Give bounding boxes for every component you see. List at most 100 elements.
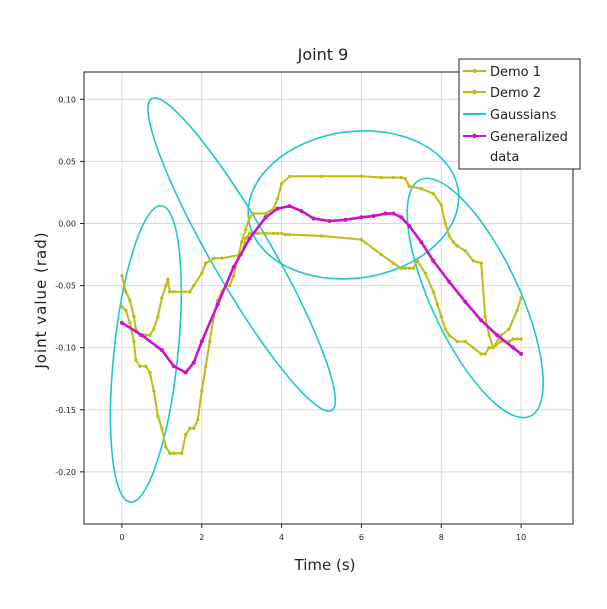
series-point-generalized-data: [495, 333, 500, 338]
series-point-demo-2: [391, 175, 396, 180]
series-point-demo-2: [148, 370, 152, 375]
series-point-demo-2: [455, 244, 459, 248]
series-point-demo-1: [148, 333, 152, 337]
series-point-demo-2: [239, 240, 244, 244]
series-point-demo-1: [439, 314, 443, 319]
series-point-generalized-data: [479, 318, 484, 323]
series-point-demo-1: [515, 308, 519, 313]
series-point-demo-1: [407, 266, 412, 270]
series-point-demo-1: [168, 290, 172, 294]
y-tick-label: -0.10: [55, 344, 76, 353]
series-point-demo-2: [443, 221, 447, 226]
series-point-generalized-data: [391, 211, 396, 216]
series-point-demo-1: [423, 271, 428, 275]
legend-item-generalized: Generalized data: [463, 130, 568, 165]
series-point-generalized-data: [343, 217, 348, 222]
series-point-demo-1: [519, 296, 523, 300]
series-point-demo-1: [152, 327, 156, 331]
series-point-demo-2: [359, 174, 364, 179]
legend-marker-demo1: [472, 68, 477, 74]
y-axis-label: Joint value (rad): [32, 231, 50, 369]
series-point-demo-1: [283, 232, 288, 237]
series-point-demo-1: [220, 256, 224, 260]
series-point-demo-2: [483, 314, 487, 319]
gaussian-ellipse-1: [109, 204, 183, 503]
axis-ticks: 0 2 4 6 8 10 -0.20 -0.15 -0.10 -0.05 0.00 0.05 0.10: [55, 95, 526, 542]
x-tick-label: 8: [439, 533, 444, 542]
series-point-demo-2: [487, 333, 491, 337]
series-point-demo-1: [200, 271, 204, 275]
series-point-demo-2: [379, 175, 384, 180]
series-point-demo-1: [359, 237, 364, 242]
series-point-generalized-data: [519, 351, 524, 356]
series-point-generalized-data: [159, 348, 164, 353]
series-point-demo-1: [431, 290, 435, 294]
series-point-demo-2: [168, 451, 172, 455]
series-point-demo-2: [231, 273, 236, 278]
series-point-demo-2: [287, 174, 292, 179]
series-point-demo-1: [399, 266, 404, 270]
series-point-generalized-data: [191, 360, 196, 365]
series-point-demo-2: [279, 182, 284, 186]
legend-label-demo1: Demo 1: [490, 65, 541, 80]
series-point-generalized-data: [119, 320, 124, 325]
series-point-generalized-data: [287, 204, 292, 209]
series-point-demo-2: [164, 445, 168, 449]
series-point-demo-2: [192, 426, 196, 431]
x-axis-label: Time (s): [294, 556, 356, 574]
series-point-demo-1: [172, 290, 176, 294]
series-point-generalized-data: [359, 215, 364, 220]
series-point-demo-1: [120, 273, 124, 278]
legend-item-gaussians: Gaussians: [463, 108, 557, 123]
legend: Demo 1 Demo 2 Gaussians Generalized data: [458, 58, 581, 170]
series-point-demo-2: [403, 177, 408, 181]
y-tick-label: 0.00: [58, 219, 76, 228]
series-point-generalized-data: [199, 339, 204, 344]
series-point-generalized-data: [215, 302, 220, 307]
series-point-demo-1: [411, 266, 416, 270]
series-point-demo-1: [471, 345, 475, 350]
series-point-demo-2: [447, 234, 451, 238]
series-point-demo-1: [188, 290, 192, 294]
x-tick-label: 10: [516, 533, 526, 542]
series-point-demo-2: [132, 339, 136, 344]
series-point-demo-2: [208, 339, 212, 344]
series-point-generalized-data: [171, 364, 176, 369]
series-point-generalized-data: [183, 370, 188, 375]
series-point-demo-2: [138, 364, 142, 368]
series-point-demo-1: [124, 290, 128, 294]
series-point-demo-2: [511, 337, 515, 341]
series-point-demo-1: [455, 339, 459, 344]
series-point-demo-1: [447, 333, 451, 337]
series-point-demo-1: [443, 327, 447, 331]
series-point-demo-1: [435, 302, 439, 306]
series-point-demo-1: [483, 352, 487, 356]
legend-marker-generalized: [472, 133, 477, 139]
series-point-demo-1: [164, 283, 168, 288]
series-point-generalized-data: [431, 258, 436, 263]
series-point-demo-1: [160, 296, 164, 300]
series-point-demo-2: [275, 196, 280, 201]
series-point-demo-2: [491, 345, 495, 350]
gaussian-ellipse-4: [406, 177, 544, 419]
series-point-generalized-data: [139, 333, 144, 338]
legend-item-demo2: Demo 2: [463, 86, 541, 101]
series-point-demo-2: [451, 240, 455, 244]
series-point-demo-2: [251, 211, 256, 216]
x-tick-label: 0: [119, 533, 124, 542]
series-point-generalized-data: [463, 299, 468, 304]
series-point-demo-1: [180, 290, 184, 294]
grid-lines: [84, 72, 573, 524]
legend-label-gaussians: Gaussians: [490, 108, 557, 123]
series-point-demo-2: [200, 389, 204, 393]
series-point-generalized-data: [263, 215, 268, 220]
series-point-demo-2: [471, 259, 475, 263]
series-point-demo-2: [160, 426, 164, 431]
series-point-demo-2: [188, 426, 192, 431]
series-point-demo-1: [208, 259, 212, 263]
series-point-demo-1: [391, 261, 396, 265]
series-point-demo-2: [399, 175, 404, 180]
series-point-demo-1: [243, 236, 248, 241]
y-tick-label: 0.10: [58, 95, 76, 104]
